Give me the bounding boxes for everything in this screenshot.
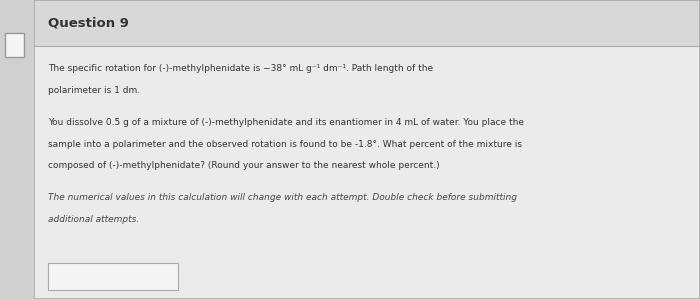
Text: The specific rotation for (-)-methylphenidate is −38° mL g⁻¹ dm⁻¹. Path length o: The specific rotation for (-)-methylphen… [48, 64, 433, 73]
Text: additional attempts.: additional attempts. [48, 215, 139, 224]
Text: You dissolve 0.5 g of a mixture of (-)-methylphenidate and its enantiomer in 4 m: You dissolve 0.5 g of a mixture of (-)-m… [48, 118, 524, 127]
FancyBboxPatch shape [34, 46, 700, 299]
Text: sample into a polarimeter and the observed rotation is found to be -1.8°. What p: sample into a polarimeter and the observ… [48, 140, 522, 149]
FancyBboxPatch shape [5, 33, 24, 57]
Text: composed of (-)-methylphenidate? (Round your answer to the nearest whole percent: composed of (-)-methylphenidate? (Round … [48, 161, 440, 170]
Text: Question 9: Question 9 [48, 17, 129, 30]
Text: polarimeter is 1 dm.: polarimeter is 1 dm. [48, 86, 141, 95]
Text: The numerical values in this calculation will change with each attempt. Double c: The numerical values in this calculation… [48, 193, 517, 202]
FancyBboxPatch shape [34, 0, 700, 46]
FancyBboxPatch shape [48, 263, 178, 290]
